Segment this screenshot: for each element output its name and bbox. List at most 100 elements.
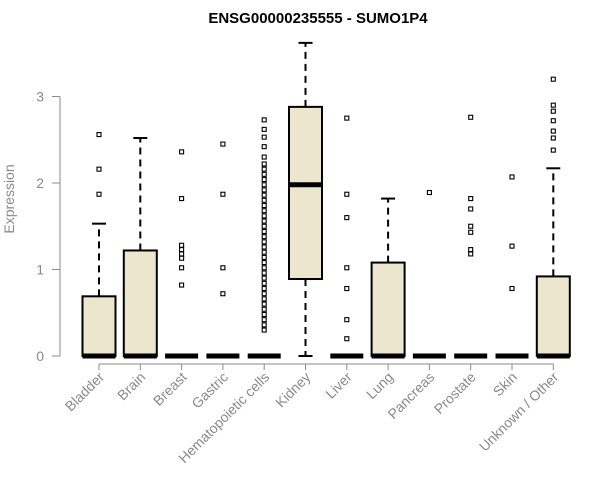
iqr-box: [81, 295, 117, 358]
outlier-point: [179, 149, 185, 155]
box-pancreas: [412, 189, 446, 359]
outlier-point: [261, 208, 267, 214]
x-tick-label: Prostate: [431, 369, 479, 417]
x-tick-label: Breast: [150, 369, 190, 409]
outlier-point: [509, 174, 515, 180]
outlier-point: [261, 265, 267, 271]
outlier-point: [261, 296, 267, 302]
outlier-point: [344, 336, 350, 342]
outlier-point: [261, 126, 267, 132]
x-tick-label: Skin: [490, 369, 521, 400]
iqr-box: [535, 275, 571, 358]
outlier-point: [468, 251, 474, 257]
outlier-point: [179, 251, 185, 257]
outlier-point: [468, 229, 474, 235]
y-axis-label: Expression: [1, 164, 17, 233]
outlier-point: [468, 196, 474, 202]
outlier-point: [468, 206, 474, 212]
outlier-point: [179, 196, 185, 202]
outlier-point: [261, 161, 267, 167]
outlier-point: [261, 197, 267, 203]
outlier-point: [96, 166, 102, 172]
outlier-point: [261, 301, 267, 307]
box-skin: [495, 174, 529, 359]
outlier-point: [261, 270, 267, 276]
outlier-point: [261, 260, 267, 266]
box-breast: [165, 149, 199, 359]
outlier-point: [550, 108, 556, 114]
iqr-box: [122, 249, 158, 357]
outlier-point: [468, 247, 474, 253]
outlier-point: [550, 118, 556, 124]
outlier-point: [344, 215, 350, 221]
outlier-point: [261, 144, 267, 150]
y-tick-label: 2: [36, 175, 44, 191]
outlier-point: [220, 265, 226, 271]
box-kidney: [288, 41, 323, 357]
outlier-point: [220, 291, 226, 297]
box-hematopoietic-cells: [247, 117, 281, 359]
outlier-point: [261, 218, 267, 224]
box-unknown-other: [535, 76, 571, 359]
outlier-point: [261, 322, 267, 328]
outlier-point: [344, 285, 350, 292]
outlier-point: [261, 213, 267, 219]
y-tick-label: 0: [36, 348, 44, 364]
outlier-point: [261, 228, 267, 234]
outlier-point: [261, 166, 267, 172]
outlier-point: [261, 317, 267, 323]
outlier-point: [261, 223, 267, 229]
outlier-point: [261, 171, 267, 177]
outlier-point: [261, 249, 267, 255]
outlier-point: [261, 202, 267, 209]
box-brain: [122, 137, 158, 359]
box-liver: [330, 115, 364, 359]
box-lung: [370, 197, 406, 359]
y-tick-label: 1: [36, 262, 44, 278]
outlier-point: [261, 134, 267, 140]
outlier-point: [261, 239, 267, 245]
box-prostate: [454, 114, 488, 359]
outlier-point: [468, 223, 474, 229]
outlier-point: [179, 255, 185, 261]
outlier-point: [261, 280, 267, 286]
outlier-point: [261, 176, 267, 183]
outlier-point: [261, 254, 267, 260]
outlier-point: [468, 114, 474, 120]
outlier-point: [550, 102, 556, 108]
outlier-point: [179, 247, 185, 253]
box-series: [81, 41, 571, 359]
outlier-point: [344, 115, 350, 121]
outlier-point: [179, 282, 185, 288]
outlier-point: [220, 141, 226, 147]
outlier-point: [179, 242, 185, 248]
outlier-point: [261, 187, 267, 193]
outlier-point: [261, 154, 267, 160]
outlier-point: [261, 285, 267, 292]
y-axis: 0 1 2 3: [36, 89, 61, 364]
outlier-point: [344, 265, 350, 271]
y-tick-label: 3: [36, 89, 44, 105]
outlier-point: [344, 317, 350, 323]
outlier-point: [261, 182, 267, 188]
outlier-point: [96, 132, 102, 138]
outlier-point: [426, 189, 432, 196]
box-bladder: [81, 132, 117, 359]
outlier-point: [261, 117, 267, 123]
outlier-point: [344, 191, 350, 197]
x-tick-label: Bladder: [62, 369, 108, 415]
outlier-point: [179, 265, 185, 271]
x-tick-label: Brain: [114, 369, 148, 403]
outlier-point: [550, 147, 556, 153]
outlier-point: [550, 135, 556, 141]
outlier-point: [96, 191, 102, 197]
outlier-point: [261, 306, 267, 312]
outlier-point: [509, 285, 515, 292]
outlier-point: [261, 244, 267, 250]
outlier-point: [261, 291, 267, 297]
iqr-box: [288, 105, 323, 281]
x-tick-label: Kidney: [272, 369, 314, 411]
outlier-point: [261, 192, 267, 198]
